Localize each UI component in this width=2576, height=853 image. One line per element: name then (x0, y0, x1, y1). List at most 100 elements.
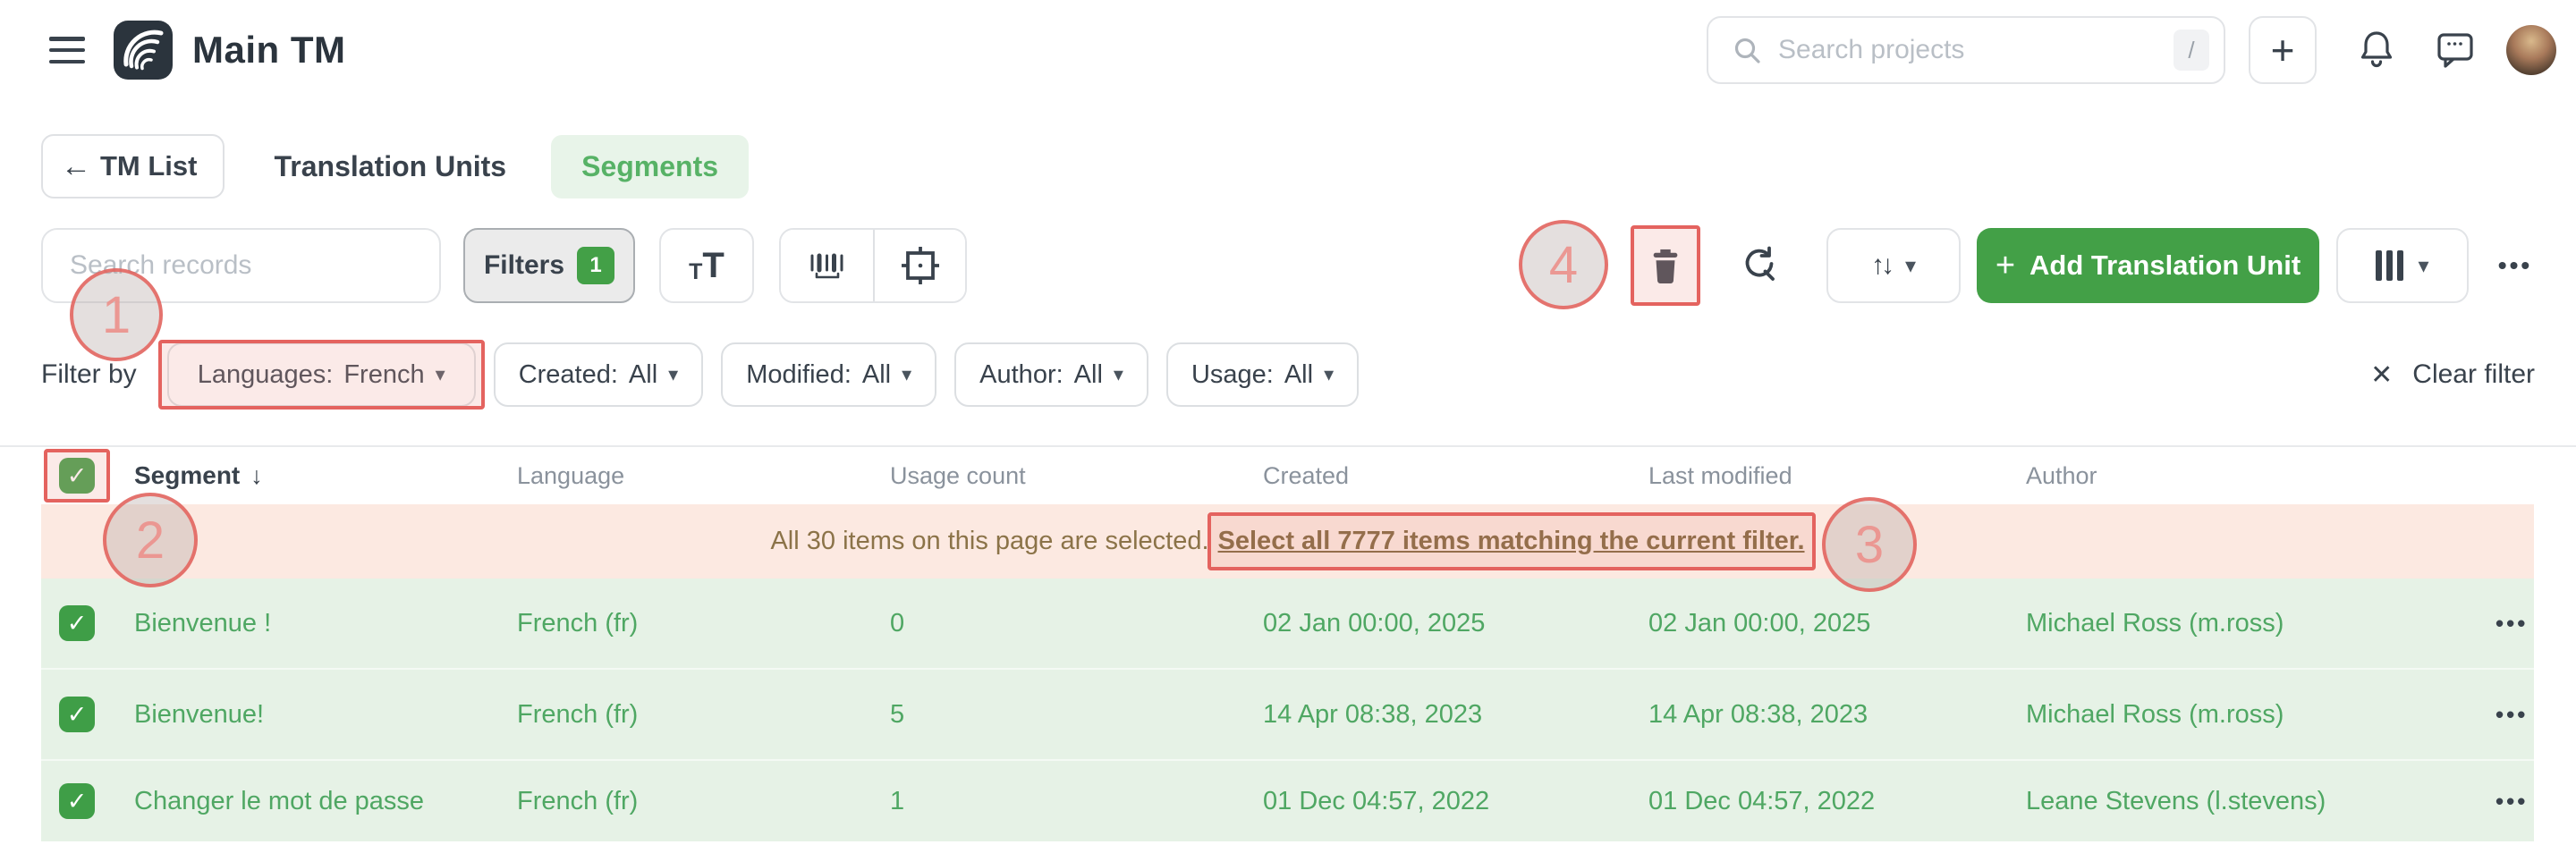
cell-author: Leane Stevens (l.stevens) (2026, 786, 2326, 815)
tabs-bar: ← TM List Translation Units Segments (0, 134, 2576, 198)
chevron-down-icon: ▾ (435, 363, 445, 385)
plus-icon: + (1995, 247, 2016, 284)
cell-created: 02 Jan 00:00, 2025 (1263, 608, 1486, 638)
cell-language: French (fr) (517, 786, 639, 815)
filter-value: All (1284, 359, 1314, 389)
chevron-down-icon: ▾ (1113, 363, 1123, 385)
back-to-tm-list-button[interactable]: ← TM List (41, 134, 225, 198)
tab-segments[interactable]: Segments (551, 134, 750, 198)
cell-segment: Bienvenue! (134, 699, 265, 729)
back-arrow-icon: ← (61, 148, 91, 183)
table-row[interactable]: ✓ Bienvenue! French (fr) 5 14 Apr 08:38,… (41, 670, 2534, 761)
filter-value: All (861, 359, 892, 389)
back-label: TM List (100, 150, 198, 182)
user-avatar[interactable] (2506, 25, 2556, 75)
filter-value: All (628, 359, 658, 389)
segments-table: ✓ Segment ↓ Language Usage count Created… (0, 445, 2576, 841)
cell-usage: 1 (890, 786, 905, 815)
cell-language: French (fr) (517, 608, 639, 638)
trash-icon (1648, 246, 1682, 285)
search-icon (1732, 35, 1762, 65)
selection-banner-text: All 30 items on this page are selected. (770, 527, 1209, 555)
filters-button[interactable]: Filters 1 (463, 228, 635, 303)
column-header-created[interactable]: Created (1263, 461, 1350, 489)
filters-count-badge: 1 (577, 247, 615, 284)
select-all-checkbox[interactable]: ✓ (44, 449, 110, 503)
chevron-down-icon: ▾ (668, 363, 679, 385)
select-all-matching-link[interactable]: Select all 7777 items matching the curre… (1207, 512, 1816, 570)
filter-chip-modified[interactable]: Modified: All ▾ (721, 342, 937, 407)
cell-language: French (fr) (517, 699, 639, 729)
filter-chip-usage[interactable]: Usage: All ▾ (1165, 342, 1360, 407)
slash-shortcut-hint: / (2174, 30, 2209, 71)
cell-created: 14 Apr 08:38, 2023 (1263, 699, 1483, 729)
page-title: Main TM (192, 29, 346, 71)
columns-icon (2376, 250, 2404, 281)
filter-value: French (343, 359, 425, 389)
filter-chip-languages[interactable]: Languages: French ▾ (157, 340, 485, 410)
check-icon: ✓ (66, 700, 88, 728)
convert-segments-button[interactable] (1737, 244, 1780, 287)
barcode-scan-button[interactable] (781, 230, 873, 301)
clear-filter-button[interactable]: ✕ Clear filter (2370, 359, 2535, 391)
table-row[interactable]: ✓ Bienvenue ! French (fr) 0 02 Jan 00:00… (41, 579, 2534, 670)
filter-name: Created: (518, 359, 618, 389)
cell-created: 01 Dec 04:57, 2022 (1263, 786, 1490, 815)
cell-usage: 0 (890, 608, 905, 638)
messages-button[interactable] (2435, 29, 2476, 72)
bell-icon (2356, 29, 2397, 72)
check-icon: ✓ (66, 787, 88, 815)
table-header-row: ✓ Segment ↓ Language Usage count Created… (41, 447, 2534, 504)
column-header-segment[interactable]: Segment ↓ (134, 461, 263, 489)
column-header-modified[interactable]: Last modified (1648, 461, 1792, 489)
barcode-icon (804, 248, 851, 283)
column-header-usage[interactable]: Usage count (890, 461, 1026, 489)
filter-chip-created[interactable]: Created: All ▾ (493, 342, 704, 407)
toolbar: Filters 1 TT (0, 225, 2576, 306)
row-checkbox[interactable]: ✓ (59, 697, 95, 732)
toolbar-more-button[interactable]: ••• (2497, 251, 2533, 279)
cell-modified: 02 Jan 00:00, 2025 (1648, 608, 1871, 638)
search-projects-input[interactable] (1778, 35, 2174, 65)
table-row[interactable]: ✓ Changer le mot de passe French (fr) 1 … (41, 761, 2534, 841)
cell-usage: 5 (890, 699, 905, 729)
row-checkbox[interactable]: ✓ (59, 605, 95, 641)
chat-icon (2435, 29, 2476, 72)
chevron-down-icon: ▾ (1904, 253, 1917, 278)
close-icon: ✕ (2370, 359, 2394, 390)
notifications-button[interactable] (2356, 29, 2397, 72)
project-search[interactable]: / (1707, 16, 2225, 84)
column-header-author[interactable]: Author (2026, 461, 2097, 489)
add-translation-unit-button[interactable]: + Add Translation Unit (1977, 228, 2319, 303)
row-more-button[interactable]: ••• (2496, 609, 2529, 637)
rotate-search-icon (1737, 244, 1780, 287)
filter-name: Languages: (197, 359, 334, 389)
view-mode-group (779, 228, 967, 303)
sort-dropdown-button[interactable]: ↑↓ ▾ (1826, 228, 1961, 303)
hamburger-menu-icon[interactable] (49, 37, 85, 63)
filter-by-label: Filter by (41, 359, 137, 389)
cell-author: Michael Ross (m.ross) (2026, 699, 2284, 729)
crop-target-icon (900, 245, 941, 286)
column-header-language[interactable]: Language (517, 461, 625, 489)
row-more-button[interactable]: ••• (2496, 700, 2529, 728)
new-project-button[interactable]: + (2249, 16, 2317, 84)
filter-chip-author[interactable]: Author: All ▾ (954, 342, 1148, 407)
plus-icon: + (2270, 27, 2295, 73)
search-records-input[interactable] (41, 228, 441, 303)
clear-filter-label: Clear filter (2412, 359, 2535, 389)
cell-author: Michael Ross (m.ross) (2026, 608, 2284, 638)
chevron-down-icon: ▾ (902, 363, 912, 385)
cell-modified: 14 Apr 08:38, 2023 (1648, 699, 1868, 729)
tab-translation-units[interactable]: Translation Units (274, 149, 507, 182)
columns-dropdown-button[interactable]: ▾ (2336, 228, 2469, 303)
filter-value: All (1073, 359, 1103, 389)
row-more-button[interactable]: ••• (2496, 787, 2529, 815)
row-checkbox[interactable]: ✓ (59, 783, 95, 819)
filter-bar: Filter by Languages: French ▾ Created: A… (0, 340, 2576, 410)
focus-select-button[interactable] (873, 230, 965, 301)
add-translation-unit-label: Add Translation Unit (2029, 249, 2301, 281)
delete-selected-button[interactable] (1631, 225, 1700, 306)
